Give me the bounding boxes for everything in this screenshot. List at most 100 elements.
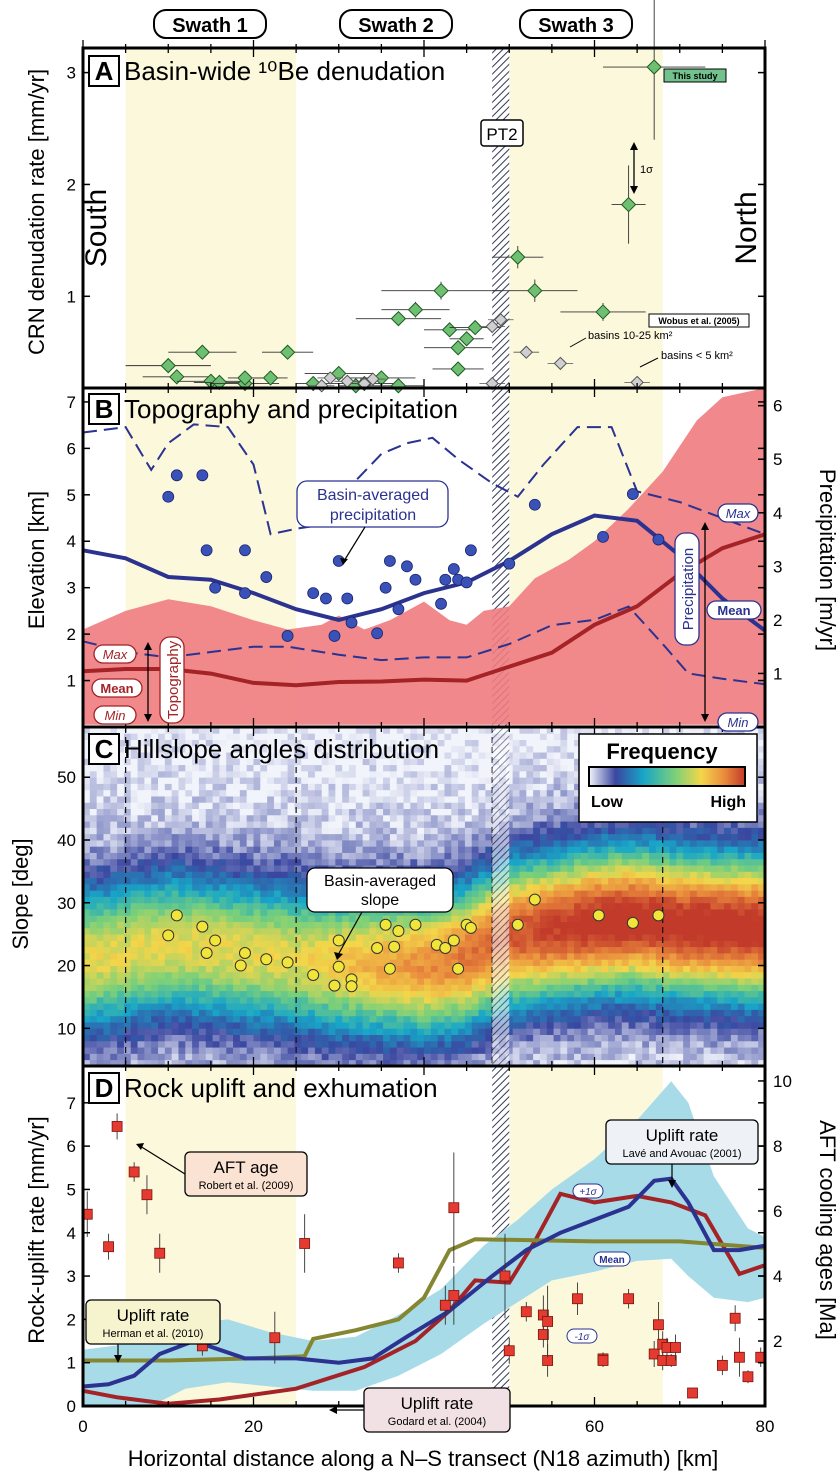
heatmap-cell (335, 789, 343, 797)
heatmap-cell (123, 1053, 132, 1061)
heatmap-cell (233, 770, 241, 778)
heatmap-cell (485, 1040, 493, 1048)
heatmap-cell (383, 758, 391, 766)
heatmap-cell (471, 821, 479, 828)
heatmap-cell (267, 1034, 275, 1042)
heatmap-cell (130, 971, 138, 979)
heatmap-cell (430, 921, 439, 929)
heatmap-cell (205, 739, 213, 747)
heatmap-cell (676, 953, 684, 960)
heatmap-cell (178, 858, 186, 866)
heatmap-cell (533, 846, 541, 853)
heatmap-cell (362, 953, 370, 960)
heatmap-cell (301, 927, 309, 935)
heatmap-cell (192, 833, 200, 841)
heatmap-cell (96, 1015, 104, 1023)
heatmap-cell (451, 921, 459, 929)
heatmap-cell (444, 733, 452, 740)
heatmap-cell (464, 965, 473, 973)
heatmap-cell (485, 808, 493, 816)
heatmap-cell (328, 808, 336, 816)
heatmap-cell (233, 940, 241, 948)
heatmap-cell (103, 883, 111, 891)
heatmap-cell (526, 858, 534, 866)
heatmap-cell (185, 890, 193, 897)
heatmap-cell (417, 752, 425, 759)
heatmap-cell (198, 858, 207, 866)
heatmap-cell (355, 965, 364, 973)
heatmap-cell (287, 833, 295, 841)
heatmap-cell (246, 796, 254, 803)
heatmap-cell (171, 1015, 179, 1023)
heatmap-cell (280, 789, 288, 797)
heatmap-cell (403, 821, 411, 828)
heatmap-cell (246, 846, 254, 853)
heatmap-cell (696, 990, 705, 998)
heatmap-cell (130, 789, 138, 797)
heatmap-cell (526, 1009, 534, 1017)
heatmap-cell (642, 946, 650, 954)
heatmap-cell (137, 971, 145, 979)
heatmap-cell (96, 902, 104, 910)
heatmap-cell (614, 1015, 623, 1023)
heatmap-cell (314, 959, 323, 966)
heatmap-cell (144, 971, 152, 979)
heatmap-cell (703, 883, 711, 891)
heatmap-cell (246, 752, 254, 759)
heatmap-cell (669, 959, 677, 966)
heatmap-cell (594, 871, 602, 879)
heatmap-cell (158, 1003, 166, 1010)
heatmap-cell (383, 940, 391, 948)
heatmap-cell (628, 1009, 636, 1017)
heatmap-cell (417, 764, 425, 772)
heatmap-cell (110, 902, 118, 910)
heatmap-cell (171, 727, 179, 734)
heatmap-cell (533, 777, 541, 784)
heatmap-cell (430, 965, 439, 973)
heatmap-cell (478, 733, 486, 740)
heatmap-cell (192, 990, 200, 998)
heatmap-cell (83, 940, 91, 948)
heatmap-cell (198, 1059, 207, 1067)
heatmap-cell (233, 902, 241, 910)
heatmap-cell (178, 978, 186, 985)
heatmap-cell (267, 745, 275, 753)
heatmap-cell (478, 940, 486, 948)
heatmap-cell (83, 978, 91, 985)
heatmap-cell (464, 940, 473, 948)
heatmap-cell (539, 858, 548, 866)
heatmap-cell (246, 745, 254, 753)
heatmap-cell (601, 865, 609, 872)
heatmap-cell (171, 865, 179, 872)
heatmap-cell (526, 883, 534, 891)
heatmap-cell (642, 821, 650, 828)
heatmap-cell (533, 915, 541, 923)
heatmap-cell (130, 1015, 138, 1023)
heatmap-cell (614, 953, 623, 960)
heatmap-cell (301, 758, 309, 766)
heatmap-cell (151, 739, 159, 747)
heatmap-cell (403, 808, 411, 816)
heatmap-cell (130, 1022, 138, 1029)
heatmap-cell (560, 883, 568, 891)
heatmap-cell (642, 727, 650, 734)
heatmap-cell (301, 745, 309, 753)
heatmap-cell (369, 921, 377, 929)
heatmap-cell (185, 1040, 193, 1048)
heatmap-cell (505, 808, 514, 816)
heatmap-cell (389, 1009, 398, 1017)
heatmap-cell (287, 1059, 295, 1067)
heatmap-cell (130, 745, 138, 753)
heatmap-cell (614, 827, 623, 835)
heatmap-cell (403, 802, 411, 810)
heatmap-cell (89, 1053, 98, 1061)
heatmap-cell (260, 965, 268, 973)
heatmap-cell (533, 921, 541, 929)
heatmap-cell (123, 739, 132, 747)
heatmap-cell (417, 940, 425, 948)
heatmap-cell (110, 1059, 118, 1067)
heatmap-cell (683, 940, 691, 948)
heatmap-cell (212, 858, 220, 866)
heatmap-cell (123, 1034, 132, 1042)
heatmap-cell (458, 953, 466, 960)
